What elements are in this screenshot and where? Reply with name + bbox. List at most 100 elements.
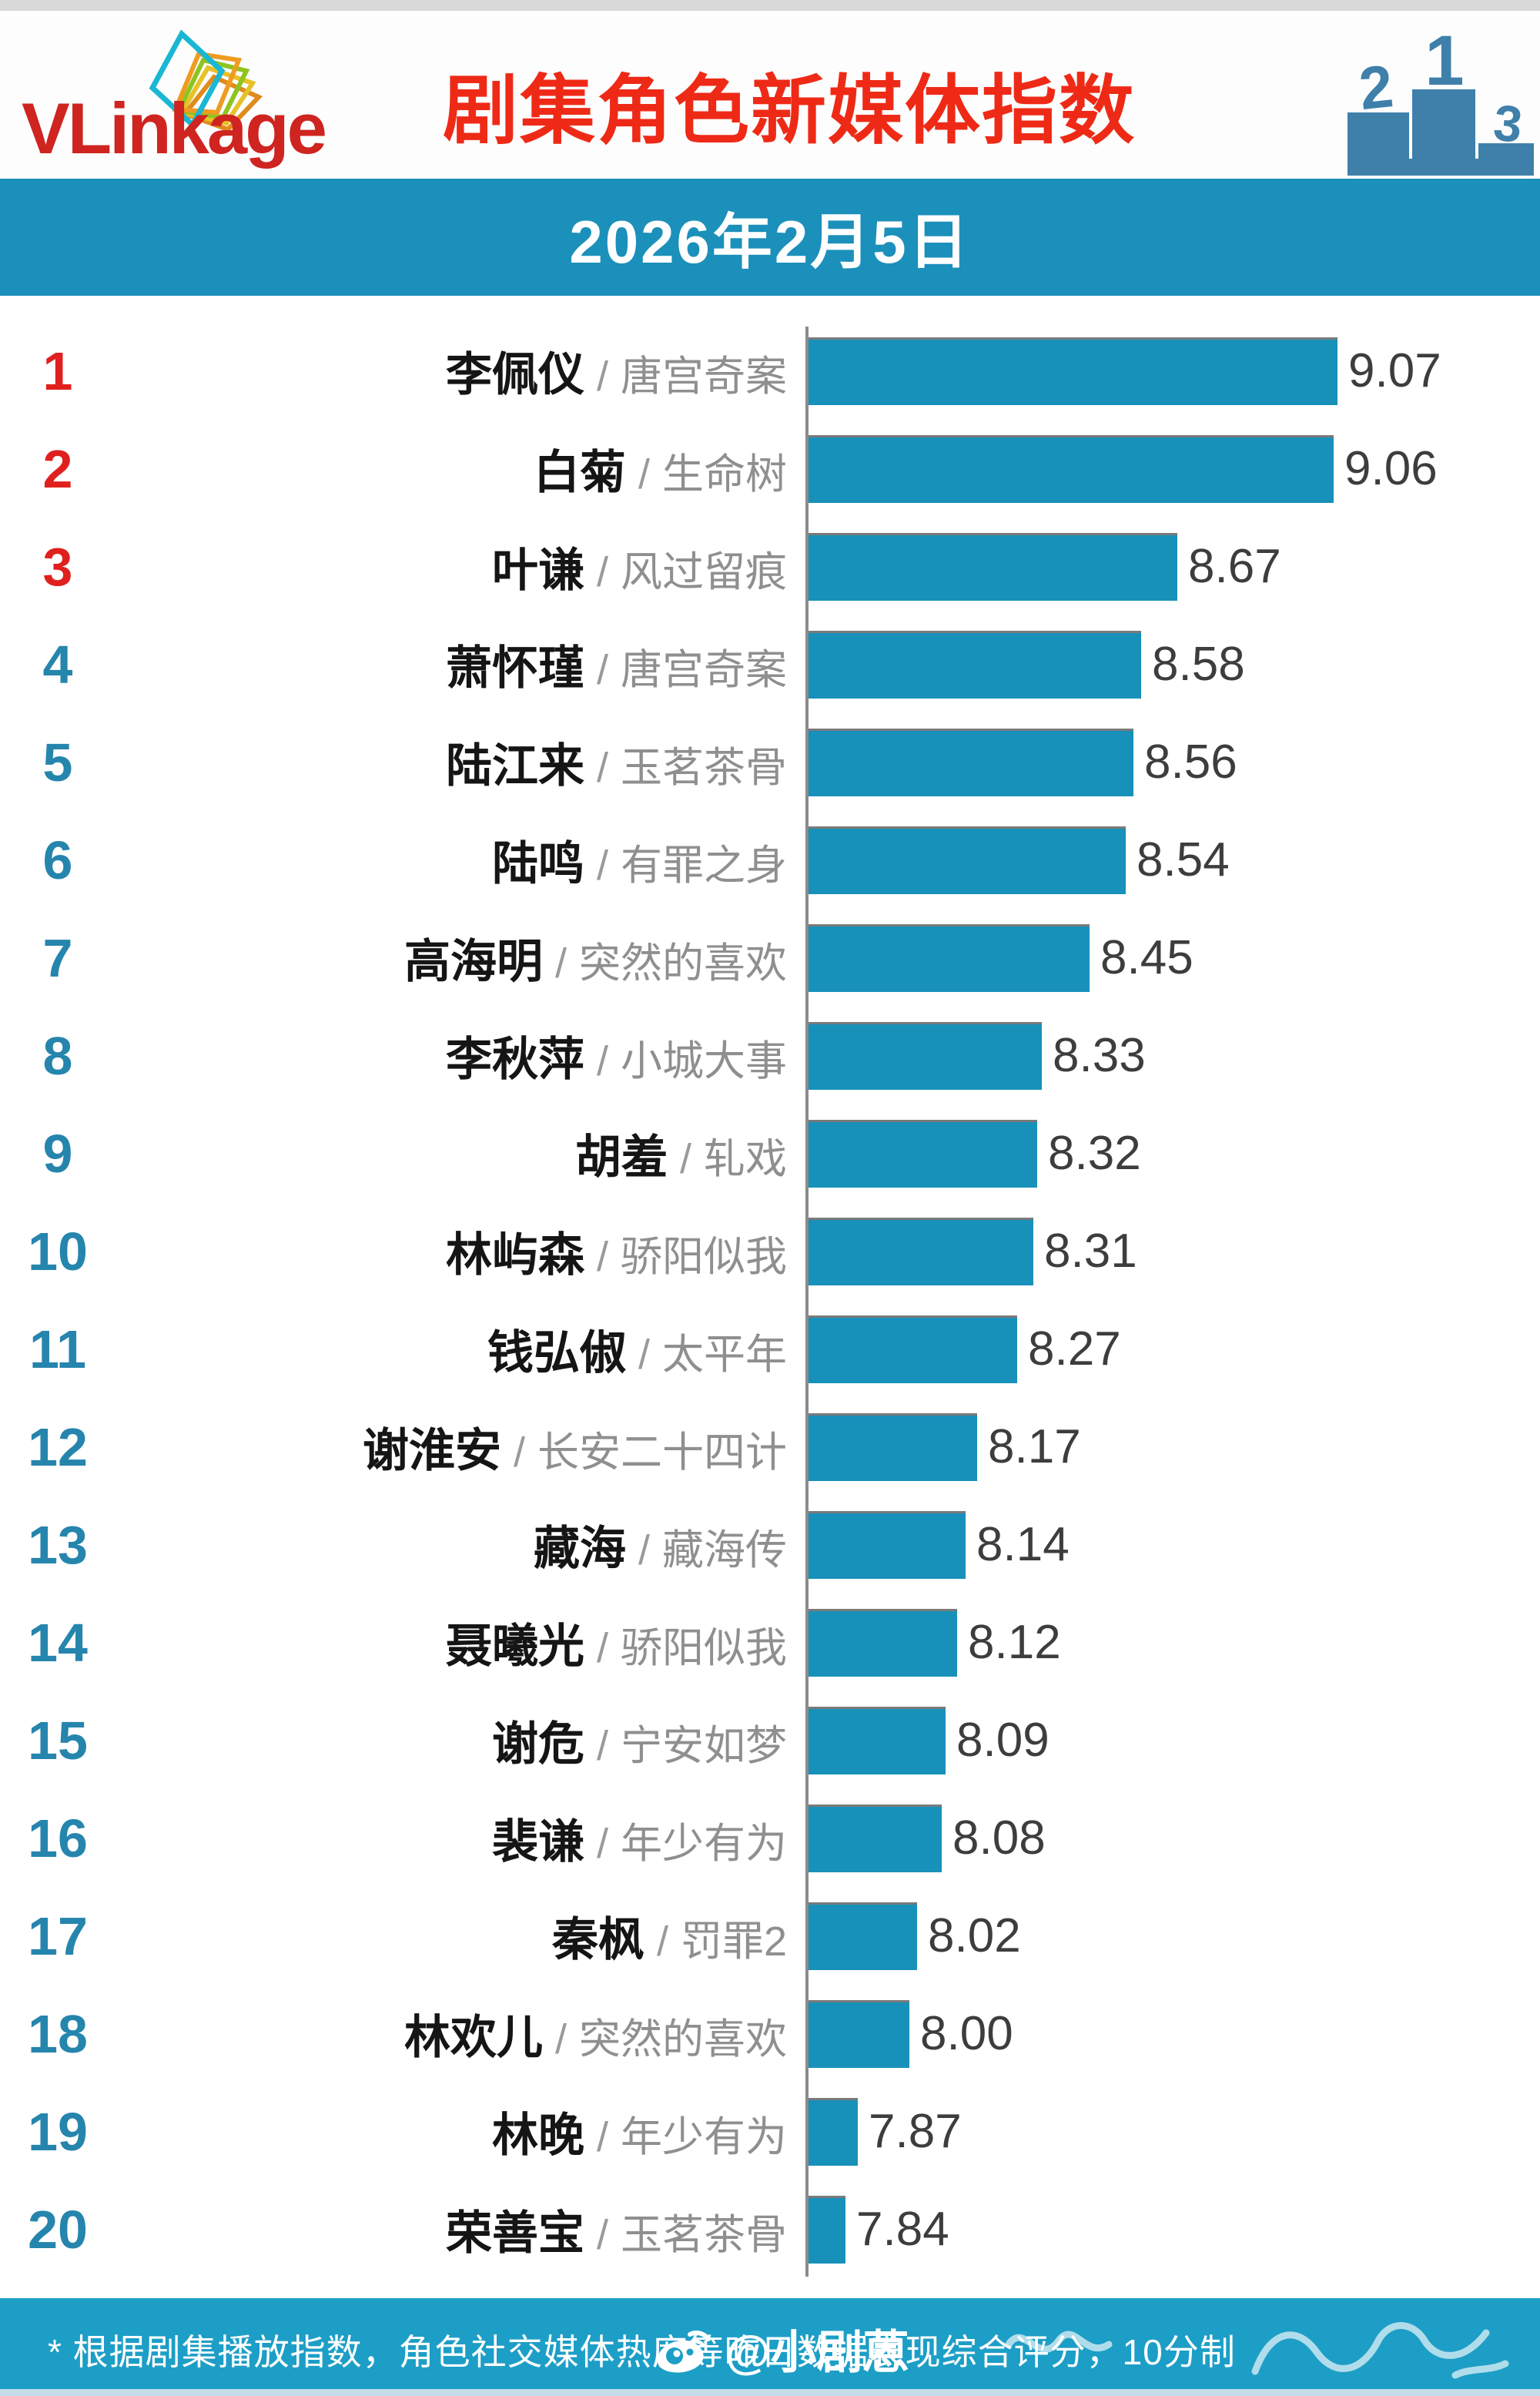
- separator: /: [638, 451, 650, 498]
- separator: /: [596, 549, 608, 595]
- drama-title: 骄阳似我: [621, 1625, 787, 1671]
- score-value: 8.32: [1048, 1127, 1141, 1180]
- character-name: 林欢儿: [403, 2012, 543, 2063]
- rank-number: 17: [28, 1905, 88, 1966]
- separator: /: [596, 2212, 608, 2258]
- rank-number: 4: [42, 634, 73, 695]
- character-name: 秦枫: [551, 1914, 644, 1965]
- weibo-icon: [657, 2330, 711, 2372]
- score-value: 7.87: [869, 2105, 962, 2158]
- chart-row: 4 萧怀瑾 / 唐宫奇案 8.58: [0, 615, 1540, 713]
- character-name: 胡羞: [574, 1131, 668, 1183]
- drama-title: 玉茗茶骨: [621, 745, 787, 791]
- separator: /: [596, 1234, 608, 1280]
- score-value: 8.54: [1137, 833, 1230, 886]
- rank-number: 5: [42, 732, 73, 793]
- bar-track: 8.17: [805, 1412, 1540, 1481]
- score-bar: [805, 1706, 946, 1774]
- drama-title: 唐宫奇案: [621, 647, 787, 693]
- score-value: 8.02: [928, 1909, 1021, 1962]
- character-label: 陆鸣 / 有罪之身: [116, 826, 805, 893]
- header: VLinkage 剧集角色新媒体指数 2 1 3: [0, 11, 1540, 179]
- watermark-scribble: [1005, 2322, 1509, 2379]
- separator: /: [596, 745, 608, 791]
- character-label: 钱弘俶 / 太平年: [116, 1315, 805, 1382]
- character-label: 聂曦光 / 骄阳似我: [116, 1609, 805, 1676]
- separator: /: [596, 354, 608, 400]
- bar-track: 8.33: [805, 1021, 1540, 1090]
- rank-number: 9: [42, 1123, 73, 1184]
- character-name: 李秋萍: [445, 1034, 584, 1085]
- character-label: 谢危 / 宁安如梦: [116, 1707, 805, 1774]
- score-bar: [805, 532, 1177, 601]
- chart-row: 11 钱弘俶 / 太平年 8.27: [0, 1300, 1540, 1398]
- chart-row: 2 白菊 / 生命树 9.06: [0, 420, 1540, 518]
- drama-title: 轧戏: [704, 1136, 787, 1182]
- character-name: 裴谦: [491, 1816, 584, 1868]
- score-bar: [805, 1217, 1033, 1285]
- drama-title: 唐宫奇案: [621, 354, 787, 400]
- podium-number-1: 1: [1424, 22, 1464, 100]
- drama-title: 太平年: [662, 1332, 787, 1378]
- drama-title: 罚罪2: [680, 1918, 787, 1965]
- score-bar: [805, 1119, 1037, 1188]
- character-label: 陆江来 / 玉茗茶骨: [116, 729, 805, 796]
- bar-track: 7.87: [805, 2097, 1540, 2166]
- character-name: 谢淮安: [362, 1425, 501, 1476]
- score-bar: [805, 1999, 909, 2068]
- character-name: 叶谦: [491, 545, 584, 596]
- drama-title: 突然的喜欢: [579, 940, 787, 987]
- character-label: 裴谦 / 年少有为: [116, 1805, 805, 1872]
- score-value: 9.07: [1348, 344, 1441, 397]
- rank-number: 13: [28, 1514, 88, 1575]
- rank-number: 6: [42, 829, 73, 890]
- score-bar: [805, 1804, 942, 1872]
- score-bar: [805, 1902, 917, 1970]
- chart-row: 6 陆鸣 / 有罪之身 8.54: [0, 811, 1540, 909]
- score-value: 8.08: [952, 1811, 1046, 1865]
- vlinkage-logo: VLinkage: [22, 17, 360, 175]
- watermark: @小剧蒽: [654, 2315, 909, 2382]
- character-name: 钱弘俶: [487, 1327, 626, 1379]
- separator: /: [638, 1527, 650, 1573]
- separator: /: [554, 2016, 567, 2063]
- bar-track: 8.14: [805, 1510, 1540, 1579]
- drama-title: 年少有为: [621, 2114, 787, 2160]
- bar-track: 8.12: [805, 1608, 1540, 1677]
- character-label: 荣善宝 / 玉茗茶骨: [116, 2196, 805, 2263]
- bar-track: 8.58: [805, 630, 1540, 699]
- bar-track: 8.45: [805, 923, 1540, 992]
- top-border: [0, 0, 1540, 11]
- score-bar: [805, 1315, 1017, 1383]
- rank-number: 1: [42, 340, 73, 401]
- character-label: 林欢儿 / 突然的喜欢: [116, 2000, 805, 2067]
- score-value: 7.84: [856, 2203, 949, 2256]
- character-name: 林屿森: [445, 1229, 584, 1281]
- drama-title: 玉茗茶骨: [621, 2212, 787, 2258]
- separator: /: [596, 2114, 608, 2160]
- score-value: 8.09: [956, 1714, 1050, 1767]
- score-value: 8.33: [1053, 1029, 1146, 1082]
- score-bar: [805, 2195, 845, 2264]
- rank-number: 11: [29, 1319, 86, 1379]
- score-value: 8.27: [1028, 1322, 1121, 1376]
- bar-track: 8.32: [805, 1119, 1540, 1188]
- logo-pages-icon: [149, 29, 263, 132]
- drama-title: 长安二十四计: [537, 1429, 787, 1476]
- rank-number: 15: [28, 1710, 88, 1771]
- page-title: 剧集角色新媒体指数: [442, 68, 1136, 152]
- chart-row: 14 聂曦光 / 骄阳似我 8.12: [0, 1593, 1540, 1691]
- character-label: 秦枫 / 罚罪2: [116, 1902, 805, 1969]
- bar-track: 8.56: [805, 728, 1540, 796]
- character-name: 聂曦光: [445, 1620, 584, 1672]
- character-label: 藏海 / 藏海传: [116, 1511, 805, 1578]
- chart-row: 9 胡羞 / 轧戏 8.32: [0, 1104, 1540, 1202]
- separator: /: [513, 1429, 525, 1476]
- score-bar: [805, 337, 1337, 405]
- character-name: 藏海: [533, 1523, 626, 1574]
- chart-row: 8 李秋萍 / 小城大事 8.33: [0, 1007, 1540, 1104]
- score-value: 8.00: [920, 2007, 1013, 2060]
- bar-track: 9.07: [805, 337, 1540, 405]
- score-value: 9.06: [1344, 442, 1438, 495]
- character-name: 林晚: [491, 2109, 584, 2161]
